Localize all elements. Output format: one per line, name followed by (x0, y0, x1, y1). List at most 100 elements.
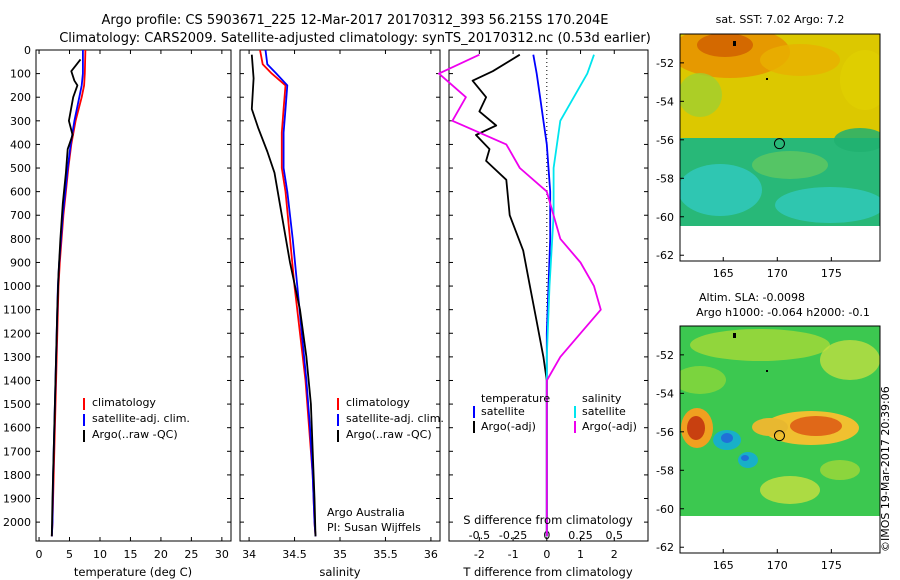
depth-tick-label: 1700 (3, 445, 31, 458)
difference-panel: -2 -1 0 1 2 -0.5 -0.25 0 0.25 0.5 S difference f… (437, 49, 649, 579)
depth-tick-label: 1500 (3, 398, 31, 411)
argo-raw-qc-line (250, 54, 317, 537)
argo-location-circle (773, 430, 785, 442)
legend-t-satellite: satellite (481, 405, 525, 418)
legend-satellite-adj: satellite-adj. clim. (346, 412, 444, 425)
lat-tick-label: -58 (656, 172, 674, 185)
legend-s-argo: Argo(-adj) (582, 420, 637, 433)
x-tick-label: -1 (508, 548, 519, 561)
lat-tick-label: -54 (656, 95, 674, 108)
sst-map-axes: 165 170 175 -52 -54 -56 -58 -60 -62 (656, 57, 842, 280)
figure-title-line1: Argo profile: CS 5903671_225 12-Mar-2017… (101, 13, 608, 28)
lat-tick-label: -56 (656, 134, 674, 147)
legend-salinity-heading: salinity (582, 392, 622, 405)
figure-title-line2: Climatology: CARS2009. Satellite-adjuste… (59, 31, 651, 46)
x-tick-label: 25 (184, 548, 198, 561)
difference-depth-ticks (449, 49, 648, 523)
sla-map-title: Altim. SLA: -0.0098 (699, 291, 805, 304)
x-tick-label: 10 (93, 548, 107, 561)
legend-t-argo: Argo(-adj) (481, 420, 536, 433)
sst-argo-location-marker (773, 138, 785, 150)
lon-tick-label: 165 (713, 267, 734, 280)
sla-field (680, 326, 880, 553)
lon-tick-label: 165 (713, 559, 734, 572)
difference-series (437, 53, 602, 537)
temperature-series (50, 49, 87, 537)
depth-tick-label: 100 (10, 68, 31, 81)
x-tick-label: 5 (66, 548, 73, 561)
lat-tick-label: -60 (656, 211, 674, 224)
s-difference-axis: -0.5 -0.25 0 0.25 0.5 (469, 529, 623, 542)
sla-map-panel: Altim. SLA: -0.0098 Argo h1000: -0.064 h… (656, 291, 881, 572)
argo-location-circle (773, 138, 785, 150)
lon-tick-label: 170 (767, 559, 788, 572)
difference-legend: temperature satellite Argo(-adj) salinit… (473, 392, 637, 433)
legend-satellite-adj: satellite-adj. clim. (92, 412, 190, 425)
lat-tick-label: -62 (656, 249, 674, 262)
x-tick-label: 34 (242, 548, 256, 561)
sla-argo-location-marker (773, 430, 785, 442)
x-tick-label: 2 (611, 548, 618, 561)
x-tick-label: 35.5 (373, 548, 398, 561)
legend-argo: Argo(..raw -QC) (346, 428, 432, 441)
depth-axis: 0 100 200 300 400 500 600 700 800 900 1000 1100 1200… (3, 44, 231, 529)
x-tick-label: -2 (474, 548, 485, 561)
lon-tick-label: 170 (767, 267, 788, 280)
depth-tick-label: 1000 (3, 280, 31, 293)
t-difference-label: T difference from climatology (462, 565, 633, 579)
sla-map-frame (679, 325, 881, 554)
sla-map-axes: 165 170 175 -52 -54 -56 -58 -60 -62 (656, 349, 842, 572)
depth-tick-label: 1300 (3, 351, 31, 364)
lat-tick-label: -52 (656, 57, 674, 70)
salinity-legend: climatology satellite-adj. clim. Argo(..… (337, 396, 444, 442)
salinity-series (250, 49, 317, 537)
depth-tick-label: 200 (10, 91, 31, 104)
s-tick-label: 0.5 (606, 529, 624, 542)
depth-tick-label: 2000 (3, 516, 31, 529)
satellite-adj-clim-line (264, 49, 317, 537)
sst-map-frame (679, 33, 881, 262)
pi-note: PI: Susan Wijffels (327, 521, 421, 534)
depth-tick-label: 1600 (3, 422, 31, 435)
s-difference-label: S difference from climatology (463, 513, 633, 527)
sla-map-subtitle: Argo h1000: -0.064 h2000: -0.1 (696, 306, 870, 319)
depth-tick-label: 700 (10, 209, 31, 222)
sst-map-panel: sat. SST: 7.02 Argo: 7.2 165 170 175 -52 -54… (656, 13, 881, 280)
depth-tick-label: 400 (10, 138, 31, 151)
lat-tick-label: -62 (656, 541, 674, 554)
lon-tick-label: 175 (821, 267, 842, 280)
lat-tick-label: -58 (656, 464, 674, 477)
x-tick-label: 34.5 (282, 548, 307, 561)
s-tick-label: 0.25 (568, 529, 593, 542)
legend-temperature-heading: temperature (481, 392, 550, 405)
temperature-axis-label: temperature (deg C) (74, 565, 192, 579)
temperature-legend: climatology satellite-adj. clim. Argo(..… (83, 396, 190, 442)
temperature-panel: 0100200300400500600700800900100011001200… (3, 44, 232, 579)
depth-tick-label: 900 (10, 256, 31, 269)
legend-climatology: climatology (346, 396, 410, 409)
sst-map-title: sat. SST: 7.02 Argo: 7.2 (716, 13, 845, 26)
depth-tick-label: 800 (10, 233, 31, 246)
depth-tick-label: 0 (24, 44, 31, 57)
legend-climatology: climatology (92, 396, 156, 409)
x-tick-label: 36 (424, 548, 438, 561)
lat-tick-label: -60 (656, 503, 674, 516)
legend-argo: Argo(..raw -QC) (92, 428, 178, 441)
salinity-argo-adj-line (437, 53, 602, 537)
salinity-depth-ticks (240, 49, 440, 523)
s-tick-label: -0.5 (469, 529, 490, 542)
salinity-axis: 34 34.5 35 35.5 36 (242, 50, 438, 561)
imos-credit: ©IMOS 19-Mar-2017 20:39:06 (879, 386, 892, 552)
s-tick-label: -0.25 (499, 529, 527, 542)
temperature-axis: 0 5 10 15 20 25 30 (36, 50, 229, 561)
depth-tick-label: 300 (10, 115, 31, 128)
argo-raw-qc-line (50, 58, 82, 537)
temperature-argo-adj-line (471, 53, 548, 537)
salinity-panel: 34 34.5 35 35.5 36 salinity climatology sate… (239, 49, 444, 579)
depth-tick-label: 1200 (3, 327, 31, 340)
lat-tick-label: -56 (656, 426, 674, 439)
depth-tick-label: 1900 (3, 493, 31, 506)
x-tick-label: 0 (543, 548, 550, 561)
x-tick-label: 20 (154, 548, 168, 561)
